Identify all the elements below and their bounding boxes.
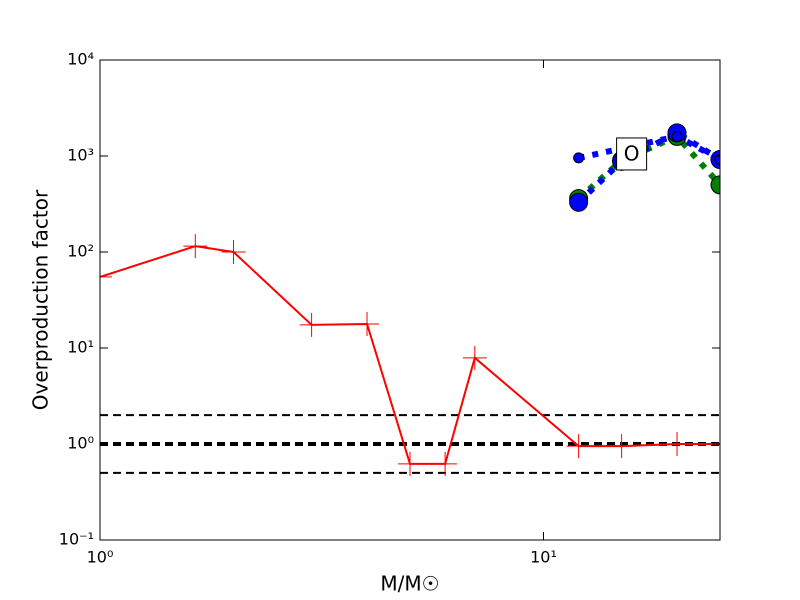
marker (100, 264, 112, 289)
marker (569, 192, 589, 212)
y-tick-label: 10⁴ (67, 50, 94, 69)
annotation-box (616, 137, 648, 171)
x-tick-label: 10¹ (530, 548, 557, 567)
marker (299, 312, 324, 337)
x-tick-label: 10⁰ (87, 548, 114, 567)
y-tick-label: 10⁰ (67, 434, 94, 453)
marker (714, 153, 720, 165)
marker (710, 175, 720, 195)
x-axis-label: M/M☉ (380, 572, 439, 596)
annotation: O (624, 141, 640, 165)
marker (609, 434, 634, 459)
y-axis-label: Overproduction factor (29, 189, 53, 410)
marker (573, 152, 585, 164)
y-tick-label: 10¹ (67, 338, 94, 357)
axes-frame (99, 59, 721, 541)
marker (398, 451, 422, 476)
line (576, 129, 720, 205)
y-tick-label: 10² (67, 242, 94, 261)
marker (671, 130, 683, 142)
marker (221, 240, 246, 264)
marker (566, 434, 591, 459)
y-tick-label: 10⁻¹ (59, 530, 94, 549)
marker (433, 451, 458, 476)
y-tick-label: 10³ (67, 146, 94, 165)
marker (665, 432, 690, 456)
marker (183, 234, 208, 259)
marker (462, 345, 487, 370)
marker (355, 311, 380, 336)
